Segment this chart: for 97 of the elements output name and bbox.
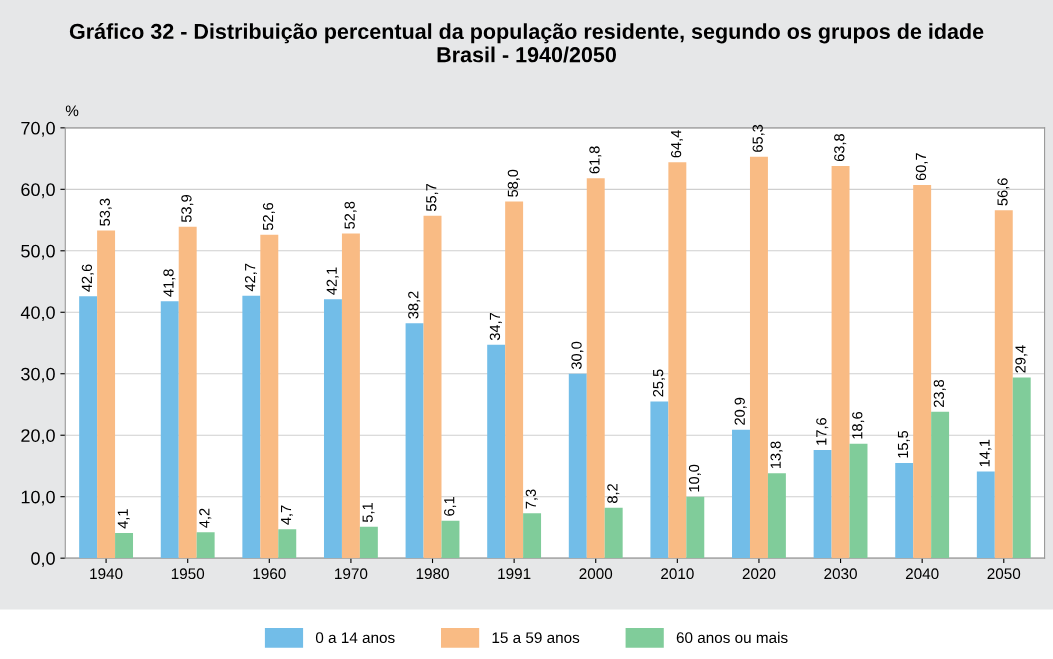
x-tick-label: 1940: [90, 568, 123, 580]
bar: [441, 520, 460, 559]
data-label: 61,8: [589, 146, 602, 174]
legend-label: 15 a 59 anos: [492, 632, 580, 644]
data-label: 10,0: [688, 464, 701, 492]
data-label: 18,6: [852, 411, 865, 439]
data-label: 4,7: [281, 505, 293, 525]
data-label: 20,9: [734, 397, 747, 425]
data-label: 25,5: [652, 369, 666, 397]
y-tick-label: 10,0: [21, 490, 55, 506]
data-label: 52,8: [344, 201, 357, 229]
data-label: 13,8: [770, 441, 783, 469]
bar: [994, 210, 1013, 559]
data-label: 30,0: [571, 341, 584, 370]
bar: [913, 185, 932, 559]
x-tick-label: 2040: [905, 568, 939, 580]
bar: [323, 299, 342, 559]
data-label: 53,3: [99, 198, 112, 226]
bar: [849, 443, 868, 559]
data-label: 42,1: [326, 267, 339, 295]
bar: [749, 156, 768, 559]
y-tick-label: 50,0: [21, 244, 55, 260]
bar: [487, 344, 506, 559]
bar: [260, 234, 279, 559]
x-tick-label: 1991: [498, 568, 531, 580]
x-tick-label: 2050: [987, 568, 1021, 580]
data-label: 52,6: [262, 202, 275, 231]
data-label: 65,3: [752, 124, 765, 152]
bar: [79, 296, 98, 559]
data-label: 42,6: [81, 264, 94, 292]
bar: [568, 373, 587, 559]
data-label: 38,2: [408, 291, 421, 319]
data-label: 41,8: [163, 269, 176, 297]
data-label: 29,4: [1015, 345, 1028, 373]
bar: [505, 201, 524, 559]
bar: [931, 411, 950, 559]
bar: [97, 230, 116, 559]
y-tick-label: 0,0: [31, 552, 55, 568]
x-tick-label: 1960: [253, 568, 286, 580]
data-label: 5,1: [362, 503, 375, 523]
y-tick-label: 60,0: [21, 183, 55, 199]
x-tick-label: 2000: [579, 568, 613, 580]
y-axis-title: %: [65, 105, 79, 117]
bar: [160, 301, 179, 559]
bar: [196, 532, 215, 559]
data-label: 34,7: [489, 313, 502, 341]
x-tick-label: 1970: [335, 568, 368, 580]
bar: [732, 429, 750, 559]
legend-label: 60 anos ou mais: [676, 631, 788, 644]
bar: [650, 401, 669, 559]
bar: [359, 526, 378, 559]
bar: [831, 165, 850, 559]
bar: [604, 507, 623, 559]
bar: [178, 226, 197, 559]
data-label: 15,5: [897, 430, 910, 458]
data-label: 17,6: [816, 418, 829, 445]
x-tick-label: 2020: [742, 568, 776, 580]
x-tick-label: 1950: [171, 568, 205, 580]
data-label: 63,8: [834, 134, 847, 162]
data-label: 4,1: [117, 509, 130, 529]
bar: [976, 471, 995, 559]
bar: [341, 233, 360, 559]
data-label: 8,2: [607, 484, 620, 503]
y-tick-label: 20,0: [21, 429, 55, 445]
bar: [278, 529, 297, 559]
bar: [686, 496, 705, 559]
data-label: 60,7: [915, 153, 928, 181]
bar: [767, 473, 786, 559]
y-tick-label: 70,0: [21, 121, 55, 137]
y-tick-label: 40,0: [20, 306, 55, 322]
x-tick-label: 1980: [416, 568, 449, 580]
chart-title: Gráfico 32 - Distribuição percentual da população residente, segundo os grupos de idade Brasil - 1940/2050: [69, 23, 984, 63]
data-label: 64,4: [670, 130, 683, 158]
data-label: 6,1: [444, 496, 457, 516]
legend-label: 0 a 14 anos: [315, 632, 395, 644]
data-label: 53,9: [181, 194, 194, 223]
bar: [115, 532, 134, 559]
bar: [523, 513, 542, 559]
bar: [813, 449, 832, 559]
data-label: 42,7: [244, 263, 257, 292]
data-label: 58,0: [507, 169, 520, 197]
y-tick-label: 30,0: [21, 367, 55, 383]
x-tick-label: 2030: [824, 568, 857, 580]
data-label: 56,6: [997, 178, 1010, 206]
data-label: 7,3: [525, 489, 538, 509]
bar: [242, 295, 261, 559]
data-label: 4,2: [199, 508, 212, 528]
bar: [1012, 377, 1031, 559]
data-label: 55,7: [426, 183, 439, 212]
x-tick-label: 2010: [661, 568, 694, 580]
bar: [405, 323, 424, 559]
bar: [895, 462, 914, 559]
bar: [586, 178, 605, 559]
bar: [423, 215, 442, 559]
data-label: 14,1: [979, 439, 992, 467]
bar: [668, 162, 687, 559]
data-label: 23,8: [933, 379, 946, 407]
